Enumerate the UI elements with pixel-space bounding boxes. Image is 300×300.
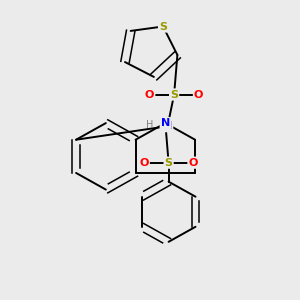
Text: H: H	[146, 120, 153, 130]
Text: N: N	[163, 121, 172, 131]
Text: O: O	[140, 158, 149, 168]
Text: S: S	[165, 158, 172, 168]
Text: O: O	[194, 89, 203, 100]
Text: O: O	[145, 89, 154, 100]
Text: S: S	[159, 22, 167, 32]
Text: N: N	[161, 118, 170, 128]
Text: S: S	[170, 89, 178, 100]
Text: O: O	[188, 158, 198, 168]
